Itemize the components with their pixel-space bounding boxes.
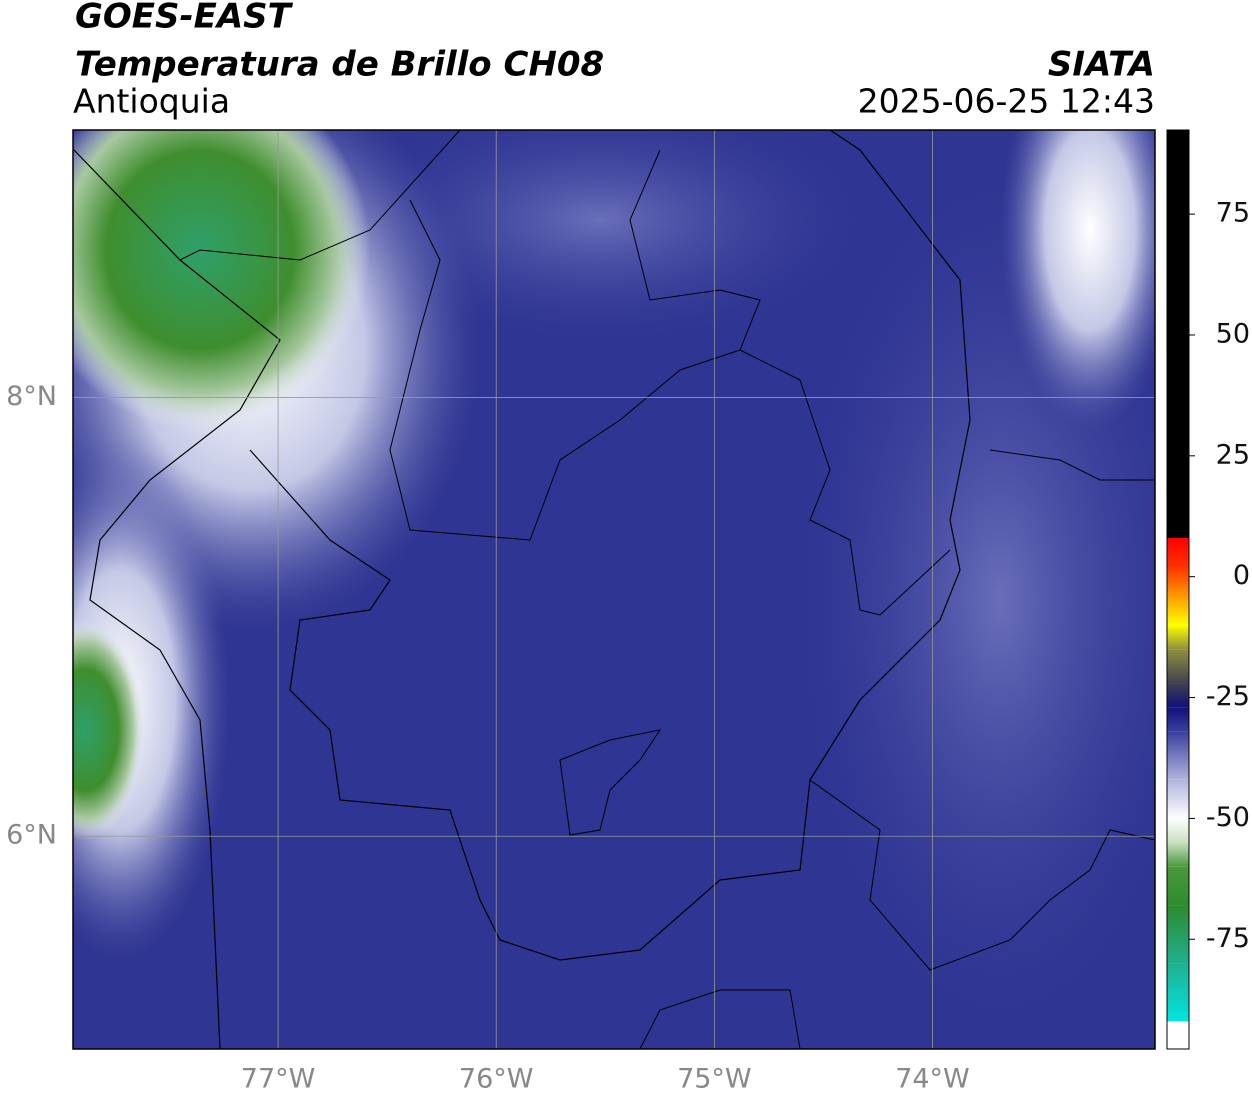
y-tick-label: 8°N <box>6 381 57 412</box>
colorbar-segment <box>1167 130 1189 539</box>
colorbar-segment <box>1167 1021 1189 1049</box>
colorbar-segment <box>1167 596 1189 626</box>
colorbar-frame <box>1166 129 1190 1050</box>
map-frame <box>72 129 1156 1050</box>
colorbar-tick-label: 25 <box>1216 439 1250 470</box>
colorbar-tick-label: 50 <box>1216 318 1250 349</box>
title: GOES-EAST <box>75 0 294 37</box>
x-tick-label: 75°W <box>677 1064 752 1095</box>
colorbar-segment <box>1167 963 1189 1022</box>
colorbar-tick-label: 75 <box>1216 198 1250 229</box>
map-image <box>73 130 1155 1049</box>
colorbar-tick-label: -75 <box>1206 923 1250 954</box>
colorbar-segment <box>1167 905 1189 964</box>
colorbar-segment <box>1167 842 1189 867</box>
x-tick-label: 74°W <box>895 1064 970 1095</box>
colorbar-segment <box>1167 625 1189 650</box>
timestamp: 2025-06-25 12:43 <box>858 82 1155 121</box>
colorbar-segment <box>1167 649 1189 684</box>
x-tick-label: 76°W <box>459 1064 534 1095</box>
colorbar-segment <box>1167 779 1189 819</box>
colorbar-segment <box>1167 538 1189 568</box>
colorbar-segment <box>1167 683 1189 708</box>
colorbar-tick-label: 0 <box>1233 560 1250 591</box>
subtitle: Temperatura de Brillo CH08 <box>75 45 604 85</box>
colorbar-segment <box>1167 731 1189 780</box>
colorbar-segment <box>1167 707 1189 732</box>
colorbar-segment <box>1167 818 1189 843</box>
y-tick-label: 6°N <box>6 820 57 851</box>
colorbar-segment <box>1167 866 1189 906</box>
colorbar-tick-label: -50 <box>1206 802 1250 833</box>
x-tick-label: 77°W <box>241 1064 316 1095</box>
colorbar-tick-label: -25 <box>1206 681 1250 712</box>
source: SIATA <box>1048 45 1155 85</box>
region: Antioquia <box>73 82 230 121</box>
colorbar-segment <box>1167 567 1189 597</box>
